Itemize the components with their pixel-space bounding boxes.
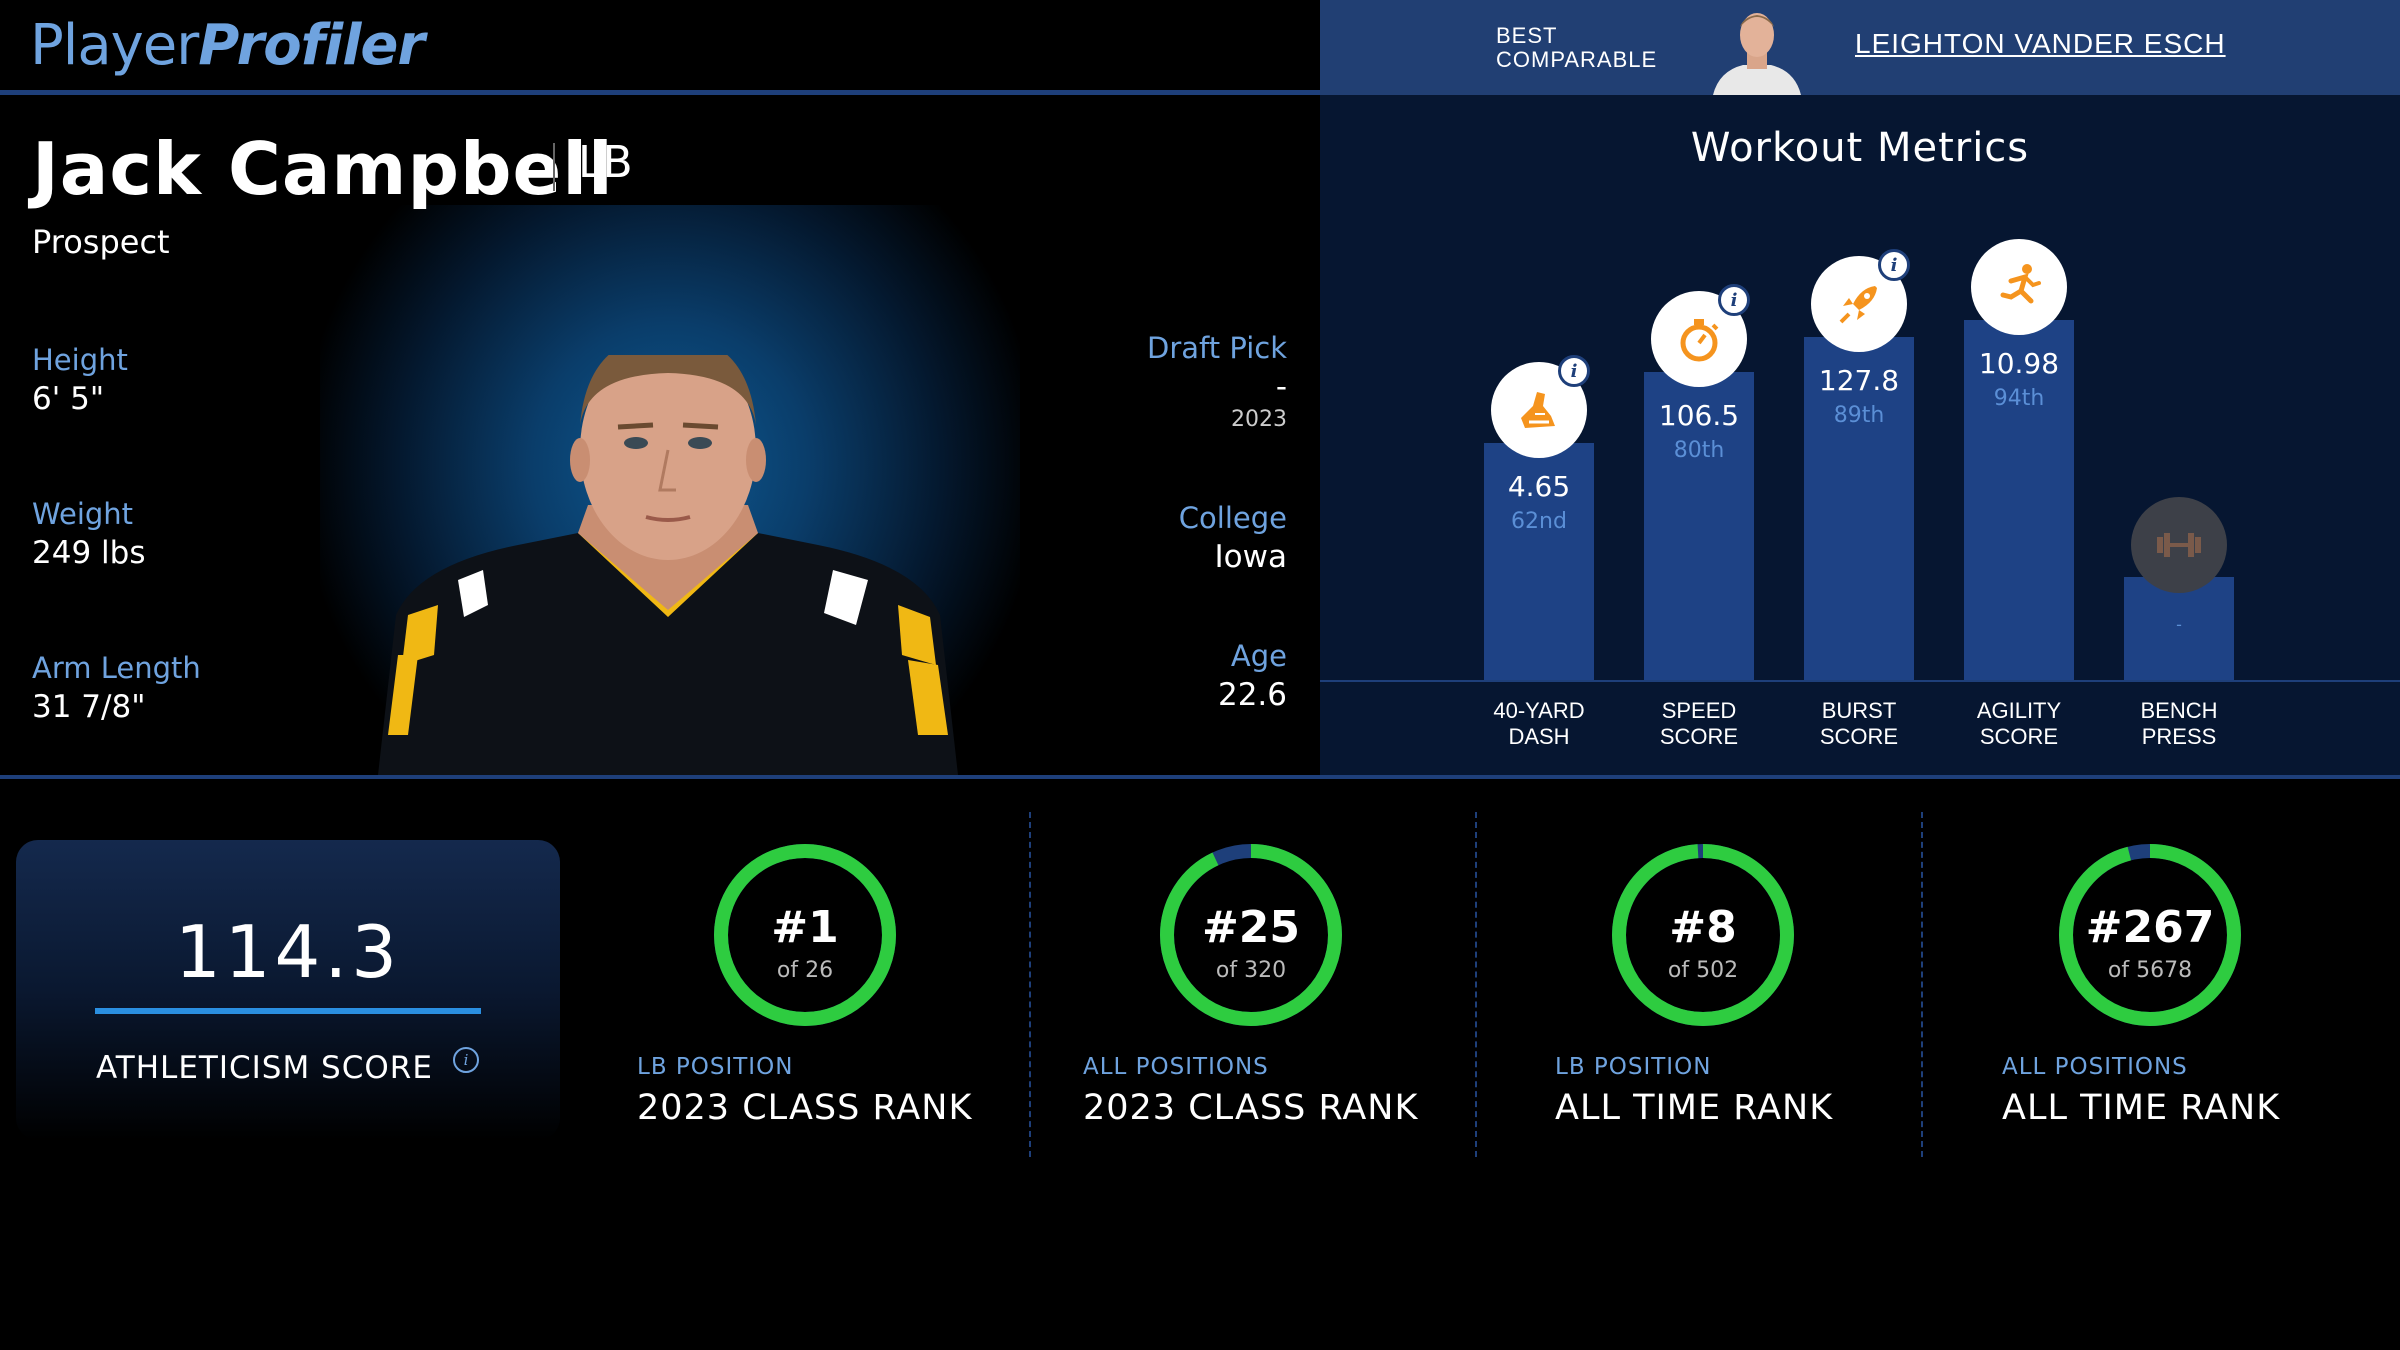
rank-card-all-alltime: #267 of 5678 ALL POSITIONS ALL TIME RANK	[2002, 840, 2400, 1140]
rank-separator-3	[1921, 812, 1923, 1157]
bar-agility-score	[1964, 320, 2074, 680]
rank-separator-2	[1475, 812, 1477, 1157]
bar-percentile-bench-press: -	[2176, 615, 2182, 634]
arm-length-value: 31 7/8"	[32, 689, 146, 725]
player-headshot	[378, 335, 958, 775]
bar-percentile-40-yard-dash: 62nd	[1511, 509, 1567, 534]
draft-year: 2023	[1231, 407, 1287, 432]
rank-type-label: 2023 CLASS RANK	[1083, 1088, 1419, 1128]
athleticism-info-icon[interactable]: i	[453, 1047, 479, 1073]
bar-value-agility-score: 10.98	[1978, 347, 2060, 380]
player-name: Jack Campbell	[32, 127, 614, 211]
rank-card-lb-alltime: #8 of 502 LB POSITION ALL TIME RANK	[1555, 840, 1975, 1140]
dumbbell-icon	[2131, 497, 2227, 593]
rank-type-label: ALL TIME RANK	[2002, 1088, 2281, 1128]
bar-label-agility-score: AGILITY SCORE	[1976, 698, 2062, 749]
rank-total: of 502	[1667, 958, 1739, 983]
bar-burst-score	[1804, 337, 1914, 680]
workout-axis-line	[1320, 680, 2400, 682]
rank-ring-fill	[1160, 844, 1342, 1026]
runner-icon	[1971, 239, 2067, 335]
player-status: Prospect	[32, 223, 170, 261]
rank-number: #1	[771, 902, 839, 953]
workout-metrics-panel: Workout Metrics i 4.65 62nd 40-YARD DASH…	[1320, 95, 2400, 775]
bar-speed-score	[1644, 372, 1754, 680]
rank-total: of 26	[776, 958, 834, 983]
rank-scope-label: ALL POSITIONS	[2002, 1054, 2188, 1080]
header: PlayerProfiler	[0, 0, 1320, 90]
info-icon-40-yard-dash[interactable]: i	[1558, 355, 1590, 387]
height-value: 6' 5"	[32, 381, 105, 417]
rank-number: #267	[2085, 902, 2215, 953]
workout-metrics-title: Workout Metrics	[1690, 125, 2030, 171]
athleticism-score-value: 114.3	[174, 910, 402, 994]
rank-ring-fill	[714, 844, 896, 1026]
rank-number: #25	[1201, 902, 1301, 953]
rank-type-label: 2023 CLASS RANK	[637, 1088, 973, 1128]
bar-label-burst-score: BURST SCORE	[1819, 698, 1899, 749]
bar-bench-press	[2124, 577, 2234, 680]
athleticism-score-bar	[95, 1008, 481, 1014]
bar-value-40-yard-dash: 4.65	[1507, 470, 1571, 503]
rank-ring-all-class	[1160, 844, 1342, 1026]
athleticism-score-label: ATHLETICISM SCORE	[96, 1050, 433, 1086]
rank-number: #8	[1669, 902, 1737, 953]
bar-percentile-burst-score: 89th	[1833, 403, 1885, 428]
site-logo[interactable]: PlayerProfiler	[30, 10, 425, 82]
college-value: Iowa	[1214, 539, 1287, 575]
height-label: Height	[32, 343, 128, 377]
college-label: College	[1178, 501, 1287, 535]
info-icon-burst-score[interactable]: i	[1878, 249, 1910, 281]
comparable-player-link[interactable]: LEIGHTON VANDER ESCH	[1855, 28, 2226, 59]
bar-percentile-agility-score: 94th	[1993, 386, 2045, 411]
header-divider	[0, 90, 1320, 95]
draft-pick-value: -	[1275, 369, 1287, 405]
rank-ring-lb-alltime	[1612, 844, 1794, 1026]
bar-label-speed-score: SPEED SCORE	[1659, 698, 1739, 749]
logo-part-player: Player	[30, 13, 199, 78]
player-position: LB	[578, 137, 633, 188]
rank-total: of 320	[1215, 958, 1287, 983]
rank-card-lb-class: #1 of 26 LB POSITION 2023 CLASS RANK	[637, 840, 1057, 1140]
comparable-avatar[interactable]	[1709, 5, 1805, 95]
rank-ring-fill	[1612, 844, 1794, 1026]
bar-value-burst-score: 127.8	[1818, 364, 1900, 397]
best-comparable-label: BEST COMPARABLE	[1496, 23, 1658, 72]
rank-card-all-class: #25 of 320 ALL POSITIONS 2023 CLASS RANK	[1083, 840, 1503, 1140]
player-profile-panel: Jack Campbell LB Prospect Height 6' 5" W…	[0, 95, 1320, 775]
rank-ring-all-alltime	[2059, 844, 2241, 1026]
bar-value-speed-score: 106.5	[1658, 399, 1740, 432]
rank-scope-label: LB POSITION	[1555, 1054, 1712, 1080]
age-label: Age	[1230, 639, 1287, 673]
draft-pick-label: Draft Pick	[1147, 331, 1287, 365]
weight-label: Weight	[32, 497, 134, 531]
rank-scope-label: ALL POSITIONS	[1083, 1054, 1269, 1080]
rank-ring-fill	[2059, 844, 2241, 1026]
age-value: 22.6	[1217, 677, 1287, 713]
bar-percentile-speed-score: 80th	[1673, 438, 1725, 463]
rank-ring-lb-class	[714, 844, 896, 1026]
weight-value: 249 lbs	[32, 535, 146, 571]
arm-length-label: Arm Length	[32, 651, 201, 685]
rocket-icon	[1811, 256, 1907, 352]
bar-40-yard-dash	[1484, 443, 1594, 680]
rank-separator-1	[1029, 812, 1031, 1157]
info-icon-speed-score[interactable]: i	[1718, 284, 1750, 316]
rank-scope-label: LB POSITION	[637, 1054, 794, 1080]
best-comparable-bar: BEST COMPARABLE LEIGHTON VANDER ESCH	[1320, 0, 2400, 95]
rank-total: of 5678	[2107, 958, 2193, 983]
athleticism-score-card: 114.3 ATHLETICISM SCORE i	[16, 840, 560, 1140]
section-divider	[0, 775, 2400, 779]
name-position-separator	[553, 143, 555, 191]
bar-label-40-yard-dash: 40-YARD DASH	[1493, 698, 1585, 749]
bar-label-bench-press: BENCH PRESS	[2140, 698, 2218, 749]
rank-type-label: ALL TIME RANK	[1555, 1088, 1834, 1128]
logo-part-profiler: Profiler	[198, 13, 425, 78]
